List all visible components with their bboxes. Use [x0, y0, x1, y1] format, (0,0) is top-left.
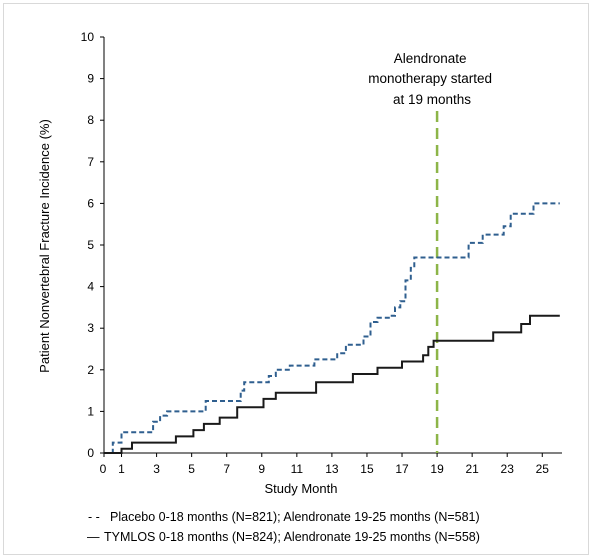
- x-tick-label: 19: [430, 462, 444, 476]
- x-tick-label: 5: [188, 462, 195, 476]
- y-tick-label: 4: [87, 280, 94, 294]
- x-tick-label: 7: [223, 462, 230, 476]
- x-tick-label: 13: [325, 462, 339, 476]
- x-axis-title: Study Month: [265, 481, 338, 496]
- x-tick-label: 17: [395, 462, 409, 476]
- y-tick-label: 2: [87, 363, 94, 377]
- y-tick-label: 0: [87, 446, 94, 460]
- legend: - - Placebo 0-18 months (N=821); Alendro…: [87, 510, 480, 544]
- annotation-line-2: monotherapy started: [368, 71, 492, 86]
- y-ticks: 0 1 2 3 4 5 6 7 8 9 10: [81, 30, 104, 460]
- y-tick-label: 6: [87, 196, 94, 210]
- x-tick-label: 15: [360, 462, 374, 476]
- y-tick-label: 1: [87, 404, 94, 418]
- alendronate-annotation: Alendronate monotherapy started at 19 mo…: [368, 51, 496, 107]
- x-ticks: 0 1 3 5 7 9 11 13 15 17 19 21 23 25: [100, 453, 550, 476]
- y-tick-label: 10: [81, 30, 95, 44]
- x-tick-label: 25: [536, 462, 550, 476]
- legend-marker-tymlos: —: [87, 530, 100, 544]
- legend-label-tymlos: TYMLOS 0-18 months (N=824); Alendronate …: [104, 530, 480, 544]
- placebo-series-line: [104, 202, 560, 454]
- x-tick-label: 21: [465, 462, 479, 476]
- x-tick-label: 23: [501, 462, 515, 476]
- annotation-line-1: Alendronate: [394, 51, 467, 66]
- x-tick-label: 9: [258, 462, 265, 476]
- annotation-line-3: at 19 months: [393, 92, 471, 107]
- x-tick-label: 11: [291, 462, 304, 476]
- y-axis-title: Patient Nonvertebral Fracture Incidence …: [37, 119, 52, 373]
- x-tick-label: 0: [100, 462, 107, 476]
- y-tick-label: 9: [87, 72, 94, 86]
- legend-marker-placebo: - -: [88, 510, 100, 524]
- x-tick-label: 3: [153, 462, 160, 476]
- x-tick-label: 1: [118, 462, 125, 476]
- y-tick-label: 7: [87, 155, 94, 169]
- tymlos-series-line: [104, 314, 560, 454]
- axes: [103, 37, 562, 454]
- y-tick-label: 8: [87, 113, 94, 127]
- chart-frame: [3, 3, 589, 555]
- legend-label-placebo: Placebo 0-18 months (N=821); Alendronate…: [110, 510, 480, 524]
- y-tick-label: 3: [87, 321, 94, 335]
- y-tick-label: 5: [87, 238, 94, 252]
